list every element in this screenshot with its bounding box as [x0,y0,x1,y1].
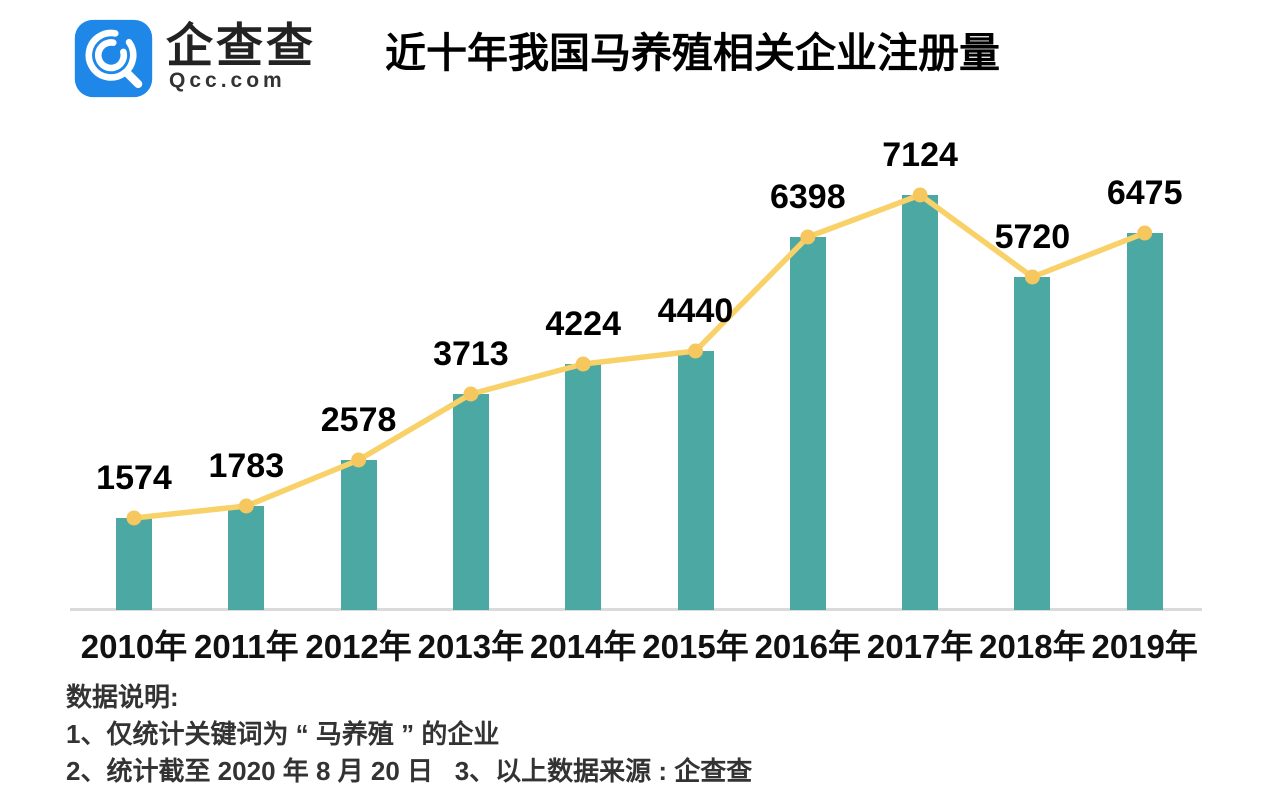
value-label-2013年: 3713 [433,335,509,373]
x-axis-line [70,608,1202,611]
bar-2012年 [340,460,377,610]
x-tick-label-2013年: 2013年 [417,628,525,665]
note-line-2: 2、统计截至 2020 年 8 月 20 日 3、以上数据来源 : 企查查 [66,756,753,786]
qcc-logo-icon [74,19,153,98]
x-tick-label-2010年: 2010年 [80,628,188,665]
bar-2010年 [116,518,152,610]
data-notes: 数据说明: 1、仅统计关键词为 “ 马养殖 ” 的企业 2、统计截至 2020 … [66,684,752,784]
bar-2013年 [452,394,489,610]
value-label-2015年: 4440 [657,292,734,330]
value-label-2017年: 7124 [882,136,958,174]
x-tick-label-2011年: 2011年 [194,628,299,665]
value-label-2018年: 5720 [994,218,1071,256]
bar-2014年 [565,364,602,610]
bar-2016年 [789,237,826,610]
x-tick-label-2014年: 2014年 [529,628,637,665]
logo-domain: Qcc.com [169,69,286,92]
value-label-2012年: 2578 [320,401,397,439]
value-label-2011年: 1783 [208,447,285,485]
chart-title: 近十年我国马养殖相关企业注册量 [385,30,1000,76]
bar-2011年 [228,506,265,610]
bar-2019年 [1126,233,1163,610]
bar-2015年 [677,351,714,610]
x-tick-label-2015年: 2015年 [642,628,749,665]
x-tick-label-2017年: 2017年 [866,628,974,665]
value-label-2019年: 6475 [1106,174,1183,212]
logo-name: 企查查 [166,19,316,72]
note-line-1: 1、仅统计关键词为 “ 马养殖 ” 的企业 [66,719,500,749]
x-tick-label-2018年: 2018年 [979,628,1086,665]
x-tick-label-2019年: 2019年 [1091,628,1198,665]
notes-heading: 数据说明: [66,682,179,712]
x-tick-label-2016年: 2016年 [754,628,861,665]
bar-2017年 [902,195,939,610]
x-tick-label-2012年: 2012年 [305,628,412,665]
bar-2018年 [1014,277,1051,610]
value-label-2016年: 6398 [769,178,846,216]
